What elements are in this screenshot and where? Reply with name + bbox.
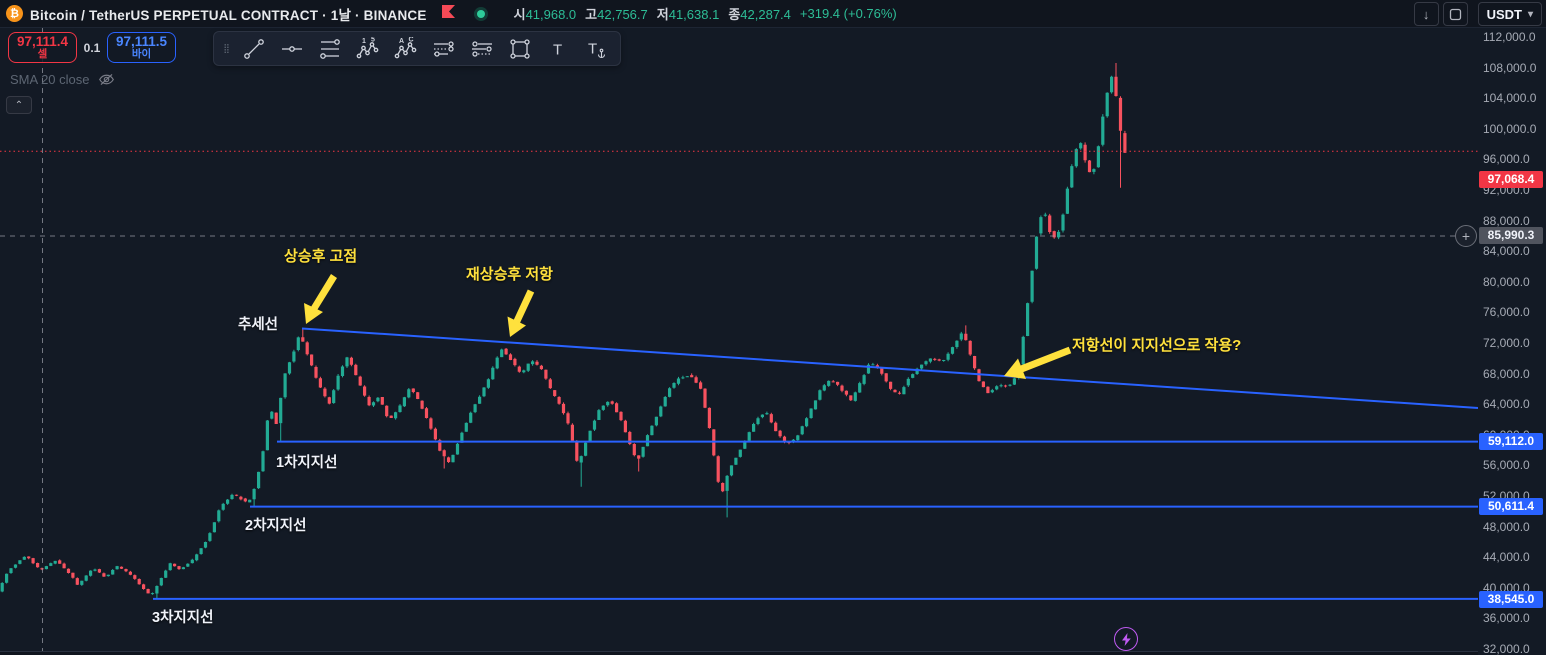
price-tick: 68,000.0 <box>1483 366 1530 381</box>
price-tick: 32,000.0 <box>1483 642 1530 655</box>
trade-panel: 97,111.4 셀 0.1 97,111.5 바이 <box>8 32 176 63</box>
eye-hidden-icon[interactable] <box>98 72 115 87</box>
open-label: 시 <box>513 7 526 22</box>
price-tick: 76,000.0 <box>1483 305 1530 320</box>
support3-price-chip: 38,545.0 <box>1479 591 1543 608</box>
open-value: 41,968.0 <box>525 7 577 22</box>
chart-canvas[interactable] <box>0 28 1478 655</box>
svg-text:1: 1 <box>362 38 366 45</box>
high-label: 고 <box>585 7 598 22</box>
close-label: 종 <box>728 7 741 22</box>
svg-text:A: A <box>399 38 404 45</box>
fullscreen-button[interactable] <box>1442 2 1468 26</box>
price-tick: 80,000.0 <box>1483 274 1530 289</box>
high-value: 42,756.7 <box>597 7 648 22</box>
trend-line-tool[interactable] <box>236 34 272 63</box>
collapse-panel-button[interactable]: ⌃ <box>6 96 32 114</box>
price-tick: 64,000.0 <box>1483 397 1530 412</box>
candles <box>1 75 1113 600</box>
chart-line[interactable] <box>301 327 1478 410</box>
long-position-tool[interactable] <box>426 34 462 63</box>
arrow-down-icon[interactable] <box>507 289 535 338</box>
buy-price: 97,111.5 <box>115 33 168 49</box>
price-tick: 48,000.0 <box>1483 519 1530 534</box>
support3-label[interactable]: 3차지지선 <box>152 610 214 626</box>
re-rally-resistance-label[interactable]: 재상승후 저항 <box>466 266 553 283</box>
toolbar-drag-handle[interactable]: ⣿ <box>223 43 231 53</box>
arrow-down-icon[interactable] <box>304 274 337 324</box>
rectangle-tool[interactable] <box>502 34 538 63</box>
currency-dropdown[interactable]: USDT ▾ <box>1477 2 1542 26</box>
support2-label[interactable]: 2차지지선 <box>245 518 307 534</box>
svg-text:C: C <box>409 37 414 44</box>
ohlc-readout: 시41,968.0 고42,756.7 저41,638.1 종42,287.4 … <box>514 4 897 23</box>
buy-label: 바이 <box>131 48 152 61</box>
horizontal-line-tool[interactable] <box>274 34 310 63</box>
price-tick: 36,000.0 <box>1483 611 1530 626</box>
price-tick: 56,000.0 <box>1483 458 1530 473</box>
fib-retracement-tool[interactable] <box>312 34 348 63</box>
support1-price-chip: 59,112.0 <box>1479 433 1543 450</box>
crosshair-price-chip: 85,990.3 <box>1479 227 1543 244</box>
currency-dropdown-value: USDT <box>1486 6 1522 22</box>
low-value: 41,638.1 <box>668 7 720 22</box>
price-tick: 108,000.0 <box>1483 60 1537 75</box>
arrow-left-icon[interactable] <box>1004 346 1072 379</box>
spread-value: 0.1 <box>83 40 101 55</box>
price-tick: 100,000.0 <box>1483 121 1537 136</box>
change-value: +319.4 (+0.76%) <box>799 6 897 21</box>
sell-price: 97,111.4 <box>16 33 69 49</box>
sell-button[interactable]: 97,111.4 셀 <box>8 32 77 63</box>
price-tick: 44,000.0 <box>1483 550 1530 565</box>
price-tick: 72,000.0 <box>1483 336 1530 350</box>
indicator-row[interactable]: SMA 20 close <box>10 72 115 87</box>
price-tick: 88,000.0 <box>1483 213 1530 228</box>
low-label: 저 <box>656 7 669 22</box>
flag-icon[interactable] <box>441 4 456 24</box>
scale-down-button[interactable]: ↓ <box>1413 2 1439 26</box>
bitcoin-logo-icon: ₿ <box>6 5 23 22</box>
support1-label[interactable]: 1차지지선 <box>276 455 338 471</box>
last-price-chip: 97,068.4 <box>1479 171 1543 188</box>
annotation-arrows <box>304 274 1072 379</box>
candles <box>28 63 1126 594</box>
topbar-right-controls: ↓ USDT ▾ <box>1413 2 1542 26</box>
trendline-label[interactable]: 추세선 <box>238 317 279 333</box>
sell-label: 셀 <box>37 48 48 61</box>
symbol-title[interactable]: Bitcoin / TetherUS PERPETUAL CONTRACT · … <box>30 7 427 23</box>
svg-text:T: T <box>588 40 597 57</box>
price-tick: 96,000.0 <box>1483 152 1530 167</box>
price-axis[interactable]: 112,000.0 108,000.0 104,000.0 100,000.0 96,0… <box>1478 28 1546 655</box>
price-tick: 84,000.0 <box>1483 244 1530 259</box>
lightning-icon <box>1121 632 1131 646</box>
resistance-to-support-label[interactable]: 저항선이 지지선으로 작용? <box>1072 337 1242 354</box>
anchored-text-tool[interactable]: T <box>578 34 614 63</box>
add-alert-plus-button[interactable]: + <box>1455 225 1477 247</box>
close-value: 42,287.4 <box>740 7 791 22</box>
buy-button[interactable]: 97,111.5 바이 <box>107 32 176 63</box>
price-tick: 104,000.0 <box>1483 91 1537 106</box>
topbar: ₿ Bitcoin / TetherUS PERPETUAL CONTRACT … <box>0 0 1546 28</box>
svg-text:5: 5 <box>371 37 375 44</box>
support2-price-chip: 50,611.4 <box>1479 498 1543 515</box>
generated-chart-layers <box>0 28 1478 651</box>
svg-text:T: T <box>553 41 562 58</box>
post-rally-high-label[interactable]: 상승후 고점 <box>284 248 358 265</box>
market-status-icon[interactable] <box>473 6 488 21</box>
boost-lightning-button[interactable] <box>1114 627 1138 651</box>
time-axis-edge <box>0 651 1546 655</box>
price-tick: 112,000.0 <box>1483 30 1536 44</box>
chevron-down-icon: ▾ <box>1527 8 1533 20</box>
indicator-name: SMA 20 close <box>10 72 90 87</box>
short-position-tool[interactable] <box>464 34 500 63</box>
text-tool[interactable]: T <box>540 34 576 63</box>
candles <box>0 76 1114 595</box>
